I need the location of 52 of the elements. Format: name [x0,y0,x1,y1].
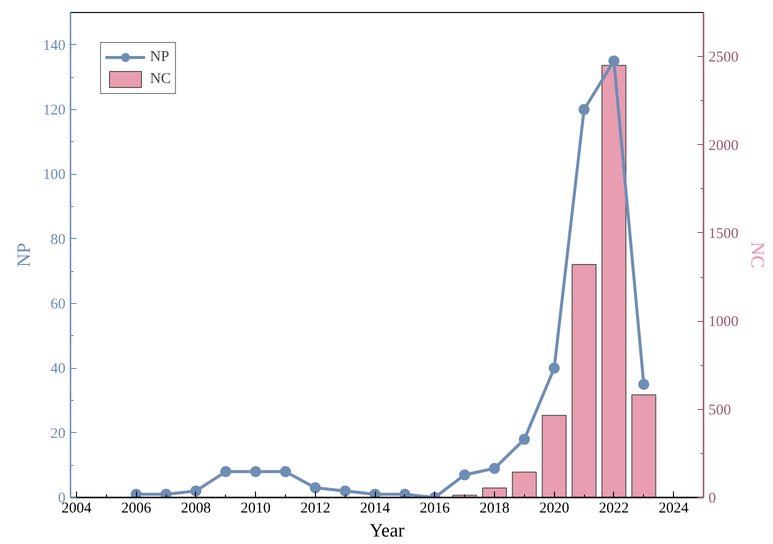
point [578,104,590,115]
bar [512,472,537,498]
point [518,434,530,445]
y-tick-label: 80 [50,232,66,248]
x-tick-label: 2024 [658,500,690,516]
point [130,488,142,498]
y-tick-label: 120 [43,102,66,118]
x-axis-title: Year [369,520,406,542]
point [459,469,470,480]
point [638,378,650,390]
x-tick-label: 2010 [240,500,271,516]
legend-label: NP [150,48,170,66]
y2-tick-label: 2500 [708,50,738,66]
x-tick-label: 2014 [360,500,391,516]
x-tick-label: 2016 [420,500,450,516]
point [399,488,410,498]
point [340,486,351,497]
y-tick-label: 140 [43,38,66,54]
y2-tick-label: 1000 [708,314,738,330]
x-tick-label: 2012 [300,500,330,516]
y-tick-label: 20 [50,426,66,442]
y2-axis-title: NC [746,242,768,268]
point [310,482,321,494]
point [250,466,262,478]
y2-tick-label: 500 [708,402,731,418]
x-tick-label: 2020 [539,500,570,516]
y-tick-label: 100 [43,167,66,184]
x-tick-label: 2006 [121,500,152,516]
point [608,56,620,66]
y2-tick-label: 1500 [708,226,738,242]
point [548,362,560,374]
point [160,488,172,498]
bar [572,264,597,498]
bar [542,414,567,498]
point [488,462,500,474]
x-tick-label: 2018 [479,500,510,516]
bar [482,487,507,498]
bar [631,394,656,498]
y-tick-label: 40 [50,361,66,378]
point [280,466,291,478]
y-tick-label: 0 [58,490,66,506]
x-tick-label: 2022 [598,500,629,516]
y2-tick-label: 0 [708,490,716,506]
point [190,486,202,497]
legend-label: NC [150,70,171,88]
y-tick-label: 60 [50,296,66,312]
y2-tick-label: 2000 [708,138,738,154]
x-tick-label: 2008 [180,500,211,516]
point [370,488,381,498]
bar [601,64,626,498]
y-axis-title: NP [14,242,35,268]
point [220,466,232,478]
